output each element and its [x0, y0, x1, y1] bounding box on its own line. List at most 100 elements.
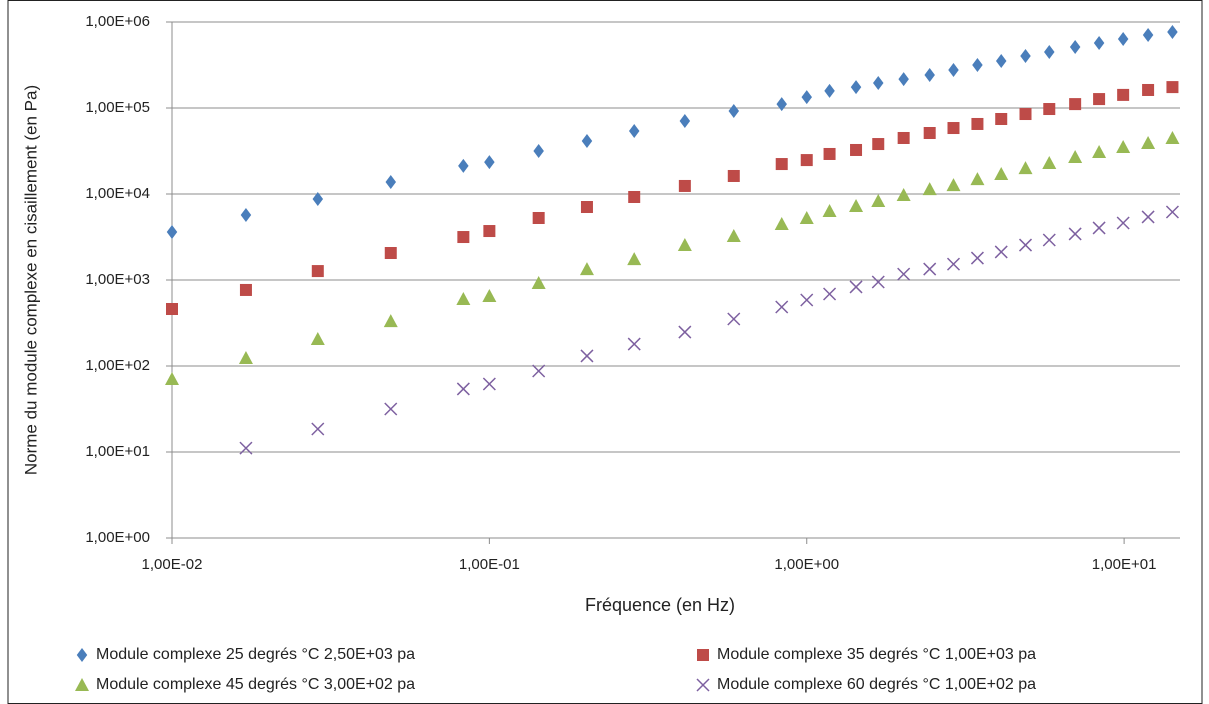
point — [1167, 25, 1178, 40]
point — [240, 207, 252, 222]
point — [726, 228, 741, 242]
point — [311, 265, 324, 278]
point — [1117, 32, 1129, 47]
y-tick-label: 1,00E+04 — [85, 185, 150, 202]
point — [1068, 150, 1083, 164]
point — [627, 252, 642, 266]
point — [898, 72, 909, 87]
point — [1042, 233, 1056, 247]
point — [456, 292, 471, 306]
point — [165, 372, 179, 386]
point — [1141, 135, 1156, 149]
legend-label: Module complexe 60 degrés °C 1,00E+02 pa — [717, 676, 1036, 693]
legend-marker — [697, 649, 709, 661]
point — [823, 287, 837, 301]
point — [1018, 161, 1033, 175]
y-tick-label: 1,00E+00 — [85, 529, 150, 546]
legend-label: Module complexe 25 degrés °C 2,50E+03 pa — [96, 646, 415, 663]
point — [482, 288, 497, 302]
point — [849, 280, 863, 294]
point — [946, 178, 961, 192]
point — [1165, 130, 1180, 144]
point — [679, 114, 691, 129]
legend-marker — [76, 648, 88, 662]
x-tick-label: 1,00E+00 — [774, 556, 839, 573]
legend-marker — [696, 678, 710, 692]
point — [728, 103, 740, 118]
point — [800, 154, 813, 167]
point — [239, 283, 252, 296]
point — [1042, 156, 1057, 170]
point — [801, 90, 812, 105]
point — [775, 300, 789, 314]
point — [628, 124, 640, 139]
point — [384, 402, 398, 416]
point — [238, 350, 253, 364]
point — [628, 190, 641, 203]
point — [776, 97, 787, 112]
point — [1019, 108, 1032, 121]
y-tick-label: 1,00E+01 — [85, 443, 150, 460]
point — [995, 53, 1007, 68]
point — [850, 143, 863, 156]
point — [947, 122, 960, 135]
point — [312, 191, 324, 206]
point — [774, 216, 789, 230]
point — [849, 199, 864, 213]
point — [533, 144, 544, 159]
point — [972, 58, 983, 73]
legend-label: Module complexe 35 degrés °C 1,00E+03 pa — [717, 646, 1036, 663]
point — [948, 62, 959, 77]
point — [1165, 205, 1179, 219]
y-tick-label: 1,00E+02 — [85, 357, 150, 374]
point — [1092, 144, 1107, 158]
legend-marker — [75, 678, 89, 691]
point — [458, 158, 469, 173]
point — [1020, 49, 1031, 64]
x-axis-title: Fréquence (en Hz) — [585, 595, 735, 615]
point — [677, 238, 692, 252]
point — [995, 112, 1008, 125]
point — [994, 166, 1009, 180]
point — [946, 257, 961, 271]
point — [871, 194, 886, 208]
point — [970, 172, 985, 186]
y-tick-label: 1,00E+06 — [85, 13, 150, 30]
point — [871, 275, 885, 289]
point — [1166, 81, 1179, 94]
point — [1018, 238, 1033, 252]
point — [581, 134, 593, 149]
point — [457, 231, 470, 244]
point — [1069, 40, 1081, 55]
point — [456, 382, 470, 396]
point — [385, 174, 397, 189]
point — [239, 441, 253, 455]
point — [678, 325, 692, 339]
point — [872, 76, 884, 91]
point — [775, 158, 788, 171]
point — [166, 225, 178, 240]
point — [1142, 28, 1154, 43]
point — [824, 83, 835, 98]
point — [897, 267, 911, 281]
point — [922, 182, 937, 196]
point — [1116, 139, 1131, 153]
point — [872, 138, 885, 151]
point — [1142, 83, 1155, 96]
point — [727, 169, 740, 182]
x-tick-label: 1,00E-02 — [142, 556, 203, 573]
point — [822, 204, 837, 218]
point — [166, 303, 178, 316]
point — [384, 247, 397, 260]
point — [923, 127, 936, 140]
point — [1044, 44, 1055, 59]
point — [531, 275, 546, 289]
point — [483, 225, 496, 238]
x-tick-label: 1,00E-01 — [459, 556, 520, 573]
point — [799, 210, 814, 224]
point — [580, 349, 594, 363]
point — [994, 245, 1008, 259]
point — [532, 364, 546, 378]
point — [1093, 35, 1105, 50]
point — [580, 201, 593, 214]
